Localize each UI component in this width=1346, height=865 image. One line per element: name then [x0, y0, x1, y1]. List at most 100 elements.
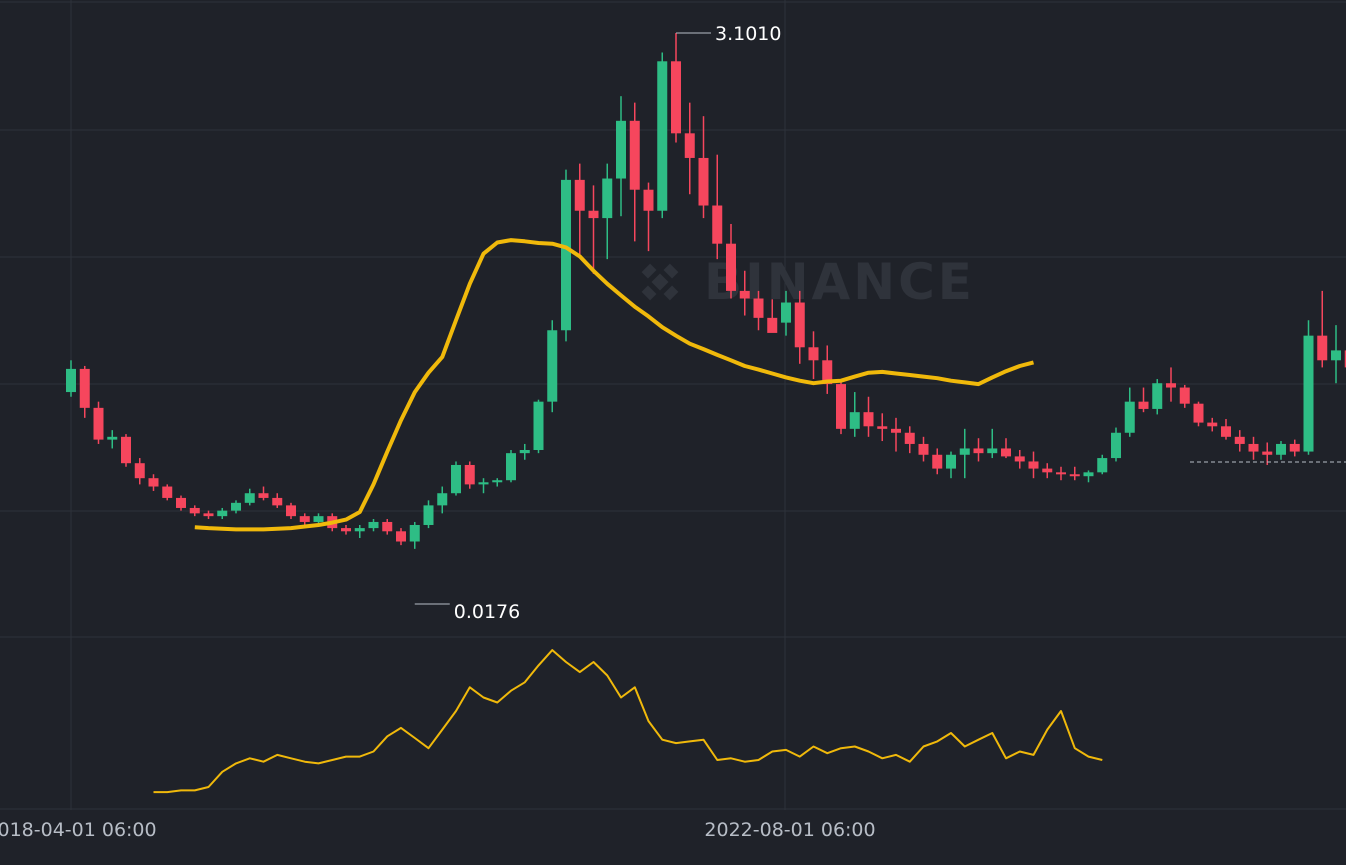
- candle-body: [932, 454, 943, 469]
- candle-down: [1042, 463, 1053, 479]
- candle-up: [437, 486, 448, 514]
- candle-down: [464, 461, 475, 489]
- candle-body: [1097, 458, 1108, 473]
- candle-body: [492, 480, 503, 483]
- candle-body: [1083, 472, 1094, 477]
- candle-body: [629, 120, 640, 190]
- candle-down: [1014, 450, 1025, 469]
- candle-down: [286, 502, 296, 520]
- candle-up: [1331, 325, 1341, 384]
- candle-down: [272, 493, 283, 508]
- candle-body: [478, 482, 489, 485]
- candle-body: [189, 507, 200, 514]
- candle-down: [918, 436, 929, 462]
- candle-down: [1193, 401, 1204, 427]
- candle-down: [726, 223, 736, 299]
- candle-down: [891, 417, 901, 452]
- candle-body: [148, 478, 159, 487]
- candle-down: [1028, 451, 1039, 479]
- candle-up: [231, 500, 241, 514]
- candle-body: [822, 360, 833, 385]
- candle-down: [341, 524, 351, 535]
- candle-up: [107, 430, 118, 449]
- candle-body: [506, 453, 516, 481]
- candle-body: [1028, 461, 1039, 469]
- binance-logo-icon: [641, 263, 679, 301]
- candle-up: [519, 443, 530, 460]
- candle-body: [671, 61, 681, 134]
- candle-body: [299, 516, 310, 522]
- candle-body: [1303, 335, 1314, 452]
- candle-up: [1276, 441, 1286, 460]
- candle-body: [849, 412, 860, 429]
- candle-down: [299, 513, 310, 525]
- candle-down: [134, 458, 145, 485]
- candle-body: [423, 505, 434, 525]
- candle-down: [396, 528, 406, 546]
- candle-down: [904, 426, 915, 454]
- candle-down: [794, 290, 805, 364]
- candle-body: [1138, 401, 1149, 409]
- candle-body: [451, 464, 461, 494]
- candle-body: [836, 384, 846, 429]
- candle-down: [822, 345, 833, 394]
- candle-down: [1179, 384, 1190, 408]
- candle-down: [932, 448, 943, 475]
- candle-body: [176, 497, 186, 508]
- candle-down: [698, 116, 709, 219]
- candle-down: [1069, 466, 1080, 481]
- candle-body: [437, 493, 448, 506]
- candle-body: [533, 401, 544, 451]
- candle-up: [409, 521, 420, 549]
- candle-body: [272, 497, 283, 506]
- candle-down: [863, 396, 874, 437]
- candle-up: [66, 360, 76, 397]
- candle-body: [1207, 422, 1218, 427]
- candle-body: [354, 528, 365, 532]
- candle-up: [1152, 379, 1163, 415]
- candle-body: [1014, 456, 1025, 462]
- x-tick-label: 2022-08-01 06:00: [704, 819, 875, 841]
- candle-body: [1344, 350, 1346, 368]
- candle-body: [1042, 468, 1053, 473]
- candle-up: [451, 461, 461, 496]
- candle-body: [1221, 426, 1231, 437]
- candle-body: [286, 505, 296, 517]
- candle-down: [382, 519, 393, 535]
- candle-body: [794, 302, 805, 348]
- watermark-text: BINANCE: [704, 253, 975, 311]
- candle-up: [561, 169, 571, 342]
- min-price-label: 0.0176: [454, 601, 520, 623]
- candle-down: [1317, 290, 1328, 368]
- candle-body: [891, 428, 901, 433]
- candle-down: [1248, 436, 1259, 460]
- candle-down: [121, 434, 131, 467]
- candle-down: [1056, 466, 1066, 481]
- candle-down: [671, 33, 681, 143]
- candle-down: [1262, 442, 1273, 465]
- candle-body: [1331, 350, 1341, 361]
- candle-body: [368, 521, 379, 529]
- candle-up: [506, 450, 516, 483]
- candle-body: [781, 302, 791, 323]
- candle-up: [987, 428, 998, 459]
- binance-watermark: BINANCE: [641, 253, 975, 311]
- candle-down: [203, 510, 214, 520]
- indicator-line: [153, 649, 1103, 794]
- candle-body: [959, 448, 970, 455]
- candle-body: [203, 513, 214, 517]
- max-price-label: 3.1010: [715, 23, 781, 45]
- candle-body: [121, 436, 131, 464]
- candle-body: [341, 528, 351, 532]
- candle-down: [877, 413, 888, 442]
- candle-body: [657, 61, 668, 211]
- candle-body: [918, 443, 929, 455]
- candle-body: [863, 412, 874, 427]
- candle-body: [464, 464, 475, 485]
- candle-body: [1262, 451, 1273, 455]
- candle-down: [574, 163, 585, 257]
- candle-down: [973, 438, 984, 462]
- candle-up: [244, 488, 255, 506]
- ma-line: [194, 238, 1035, 532]
- x-axis: 2018-04-01 06:00 2022-08-01 06:00: [0, 819, 876, 841]
